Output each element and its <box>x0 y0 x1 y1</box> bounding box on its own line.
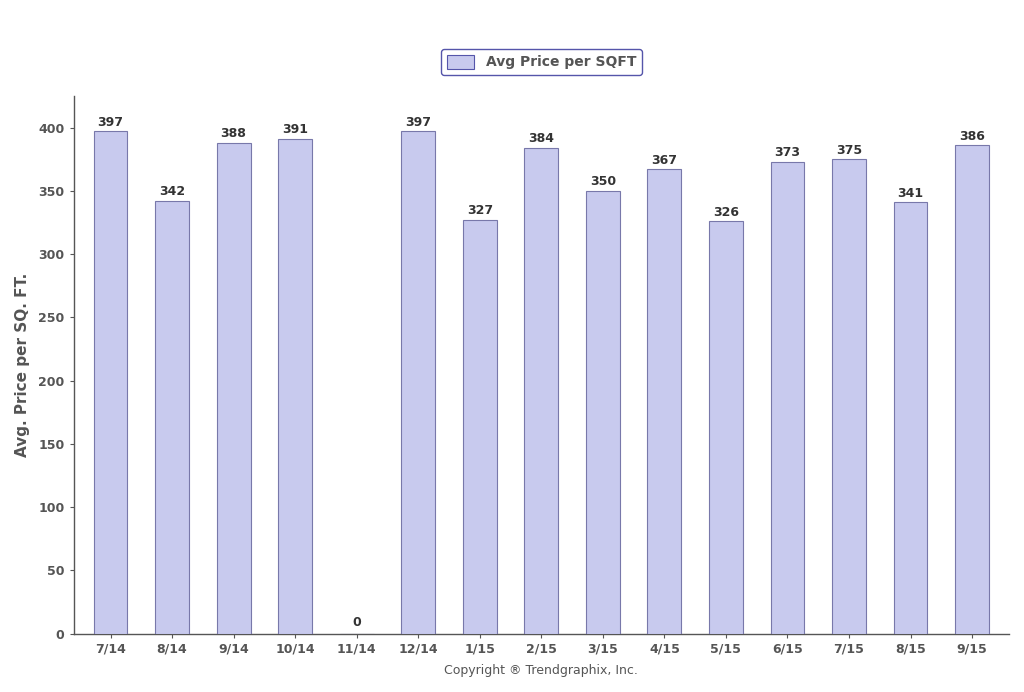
Bar <box>93 131 127 634</box>
Text: 388: 388 <box>221 127 247 140</box>
Bar <box>709 221 742 634</box>
Text: 397: 397 <box>406 116 431 129</box>
Bar <box>279 139 312 634</box>
Text: 350: 350 <box>590 175 615 188</box>
Legend: Avg Price per SQFT: Avg Price per SQFT <box>441 49 642 75</box>
Bar <box>463 220 497 634</box>
Text: 367: 367 <box>651 154 678 167</box>
Text: 341: 341 <box>897 187 924 200</box>
Bar <box>217 143 251 634</box>
Text: 326: 326 <box>713 206 739 219</box>
Bar <box>770 162 805 634</box>
Bar <box>833 159 866 634</box>
Bar <box>401 131 435 634</box>
Bar <box>955 145 989 634</box>
Bar <box>156 201 189 634</box>
Text: 384: 384 <box>528 132 554 145</box>
Text: 375: 375 <box>836 144 862 156</box>
Bar <box>647 170 681 634</box>
Bar <box>894 202 928 634</box>
Bar <box>586 191 620 634</box>
Y-axis label: Avg. Price per SQ. FT.: Avg. Price per SQ. FT. <box>15 273 30 457</box>
Bar <box>524 148 558 634</box>
X-axis label: Copyright ® Trendgraphix, Inc.: Copyright ® Trendgraphix, Inc. <box>444 664 638 677</box>
Text: 391: 391 <box>283 123 308 136</box>
Text: 397: 397 <box>97 116 124 129</box>
Text: 342: 342 <box>159 185 185 199</box>
Text: 0: 0 <box>352 616 361 628</box>
Text: 386: 386 <box>959 130 985 143</box>
Text: 373: 373 <box>774 146 801 159</box>
Text: 327: 327 <box>467 204 493 217</box>
